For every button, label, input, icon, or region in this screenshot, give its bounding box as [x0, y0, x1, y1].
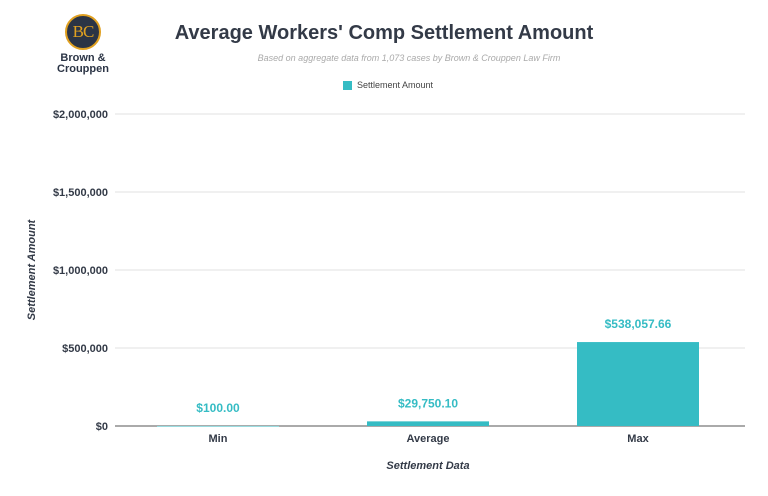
y-tick-label: $500,000: [62, 343, 108, 355]
bar-min: [157, 425, 279, 427]
chart-subtitle: Based on aggregate data from 1,073 cases…: [257, 53, 561, 63]
y-tick-label: $1,000,000: [53, 265, 108, 277]
x-tick-label: Min: [209, 433, 228, 445]
bar-average: [367, 421, 489, 426]
legend-label: Settlement Amount: [357, 80, 434, 90]
brown-crouppen-logo: BC Brown & Crouppen: [56, 14, 110, 75]
x-axis-title: Settlement Data: [386, 460, 469, 472]
x-tick-label: Average: [406, 433, 449, 445]
data-label: $100.00: [196, 401, 240, 415]
chart-title: Average Workers' Comp Settlement Amount: [174, 22, 594, 44]
y-tick-label: $2,000,000: [53, 109, 108, 121]
logo-name: Brown & Crouppen: [57, 52, 109, 75]
data-label: $538,057.66: [605, 317, 672, 331]
data-label: $29,750.10: [398, 396, 458, 410]
y-tick-label: $0: [96, 421, 108, 433]
legend-swatch: [343, 80, 352, 90]
x-tick-label: Max: [627, 433, 649, 445]
y-axis-title: Settlement Amount: [26, 218, 38, 320]
legend: Settlement Amount: [343, 80, 433, 90]
logo-emblem: BC: [65, 14, 101, 50]
bar-max: [577, 342, 699, 426]
y-tick-label: $1,500,000: [53, 187, 108, 199]
